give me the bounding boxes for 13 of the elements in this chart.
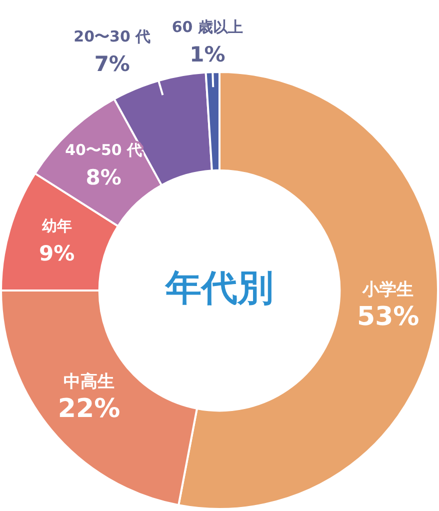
slice-label: 20〜30 代 [74, 27, 151, 46]
text: 年代別 [164, 268, 274, 309]
slice-label: 60 歳以上 [172, 18, 243, 36]
slice-label: 幼年 [42, 217, 72, 236]
data-label: 1% [190, 42, 226, 67]
data-label: 22% [58, 394, 120, 424]
data-label: 53% [356, 302, 420, 332]
data-label: 8% [86, 166, 122, 190]
data-label: 9% [39, 242, 75, 266]
slice-label: 小学生 [362, 280, 414, 300]
slice-label: 40〜50 代 [65, 140, 142, 159]
slice-label: 中高生 [64, 372, 115, 392]
data-label: 7% [94, 52, 130, 76]
